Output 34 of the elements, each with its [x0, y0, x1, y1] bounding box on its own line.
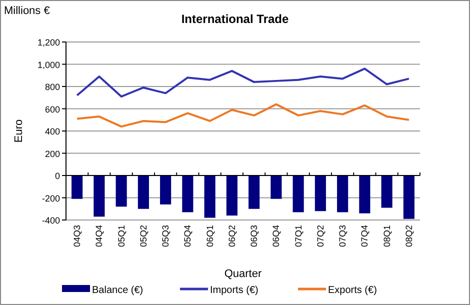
y-tick-label: 1,200 [37, 38, 60, 48]
x-tick-label: 04Q3 [72, 225, 82, 248]
x-tick-label: 08Q1 [382, 225, 392, 248]
y-tick-label: 200 [44, 148, 60, 159]
x-tick-label: 04Q4 [94, 225, 104, 248]
x-tick-label: 05Q2 [138, 225, 148, 248]
x-tick-label: 05Q1 [116, 225, 126, 248]
y-tick-label: -400 [42, 216, 60, 226]
y-tick-label: 1,000 [37, 60, 60, 70]
x-tick-label: 08Q2 [404, 225, 414, 248]
legend-label: Exports (€) [328, 285, 377, 296]
text: Millions € [4, 5, 50, 17]
line-series [76, 68, 410, 98]
y-tick-label: 600 [44, 104, 60, 114]
y-tick-label: 0 [54, 171, 60, 181]
x-tick-label: 06Q3 [249, 225, 260, 248]
y-axis-title: Euro [13, 119, 25, 143]
legend-label: Imports (€) [210, 285, 258, 296]
y-tick-label: 800 [44, 82, 60, 92]
x-tick-label: 06Q1 [204, 225, 215, 248]
line-series [76, 103, 410, 128]
x-tick-label: 07Q3 [338, 225, 348, 248]
x-tick-label: 05Q4 [182, 225, 193, 248]
x-tick-label: 07Q4 [360, 225, 370, 248]
legend-label: Balance (€) [92, 285, 144, 296]
x-tick-label: 07Q2 [315, 225, 326, 248]
x-tick-label: 07Q1 [293, 225, 304, 248]
x-tick-label: 06Q4 [271, 225, 282, 248]
x-axis-title: Quarter [224, 268, 262, 280]
x-tick-label: 05Q3 [160, 225, 171, 248]
y-tick-label: -200 [42, 193, 60, 204]
y-tick-label: 400 [44, 126, 60, 136]
chart-title: International Trade [181, 12, 289, 26]
x-tick-label: 06Q2 [226, 225, 237, 248]
